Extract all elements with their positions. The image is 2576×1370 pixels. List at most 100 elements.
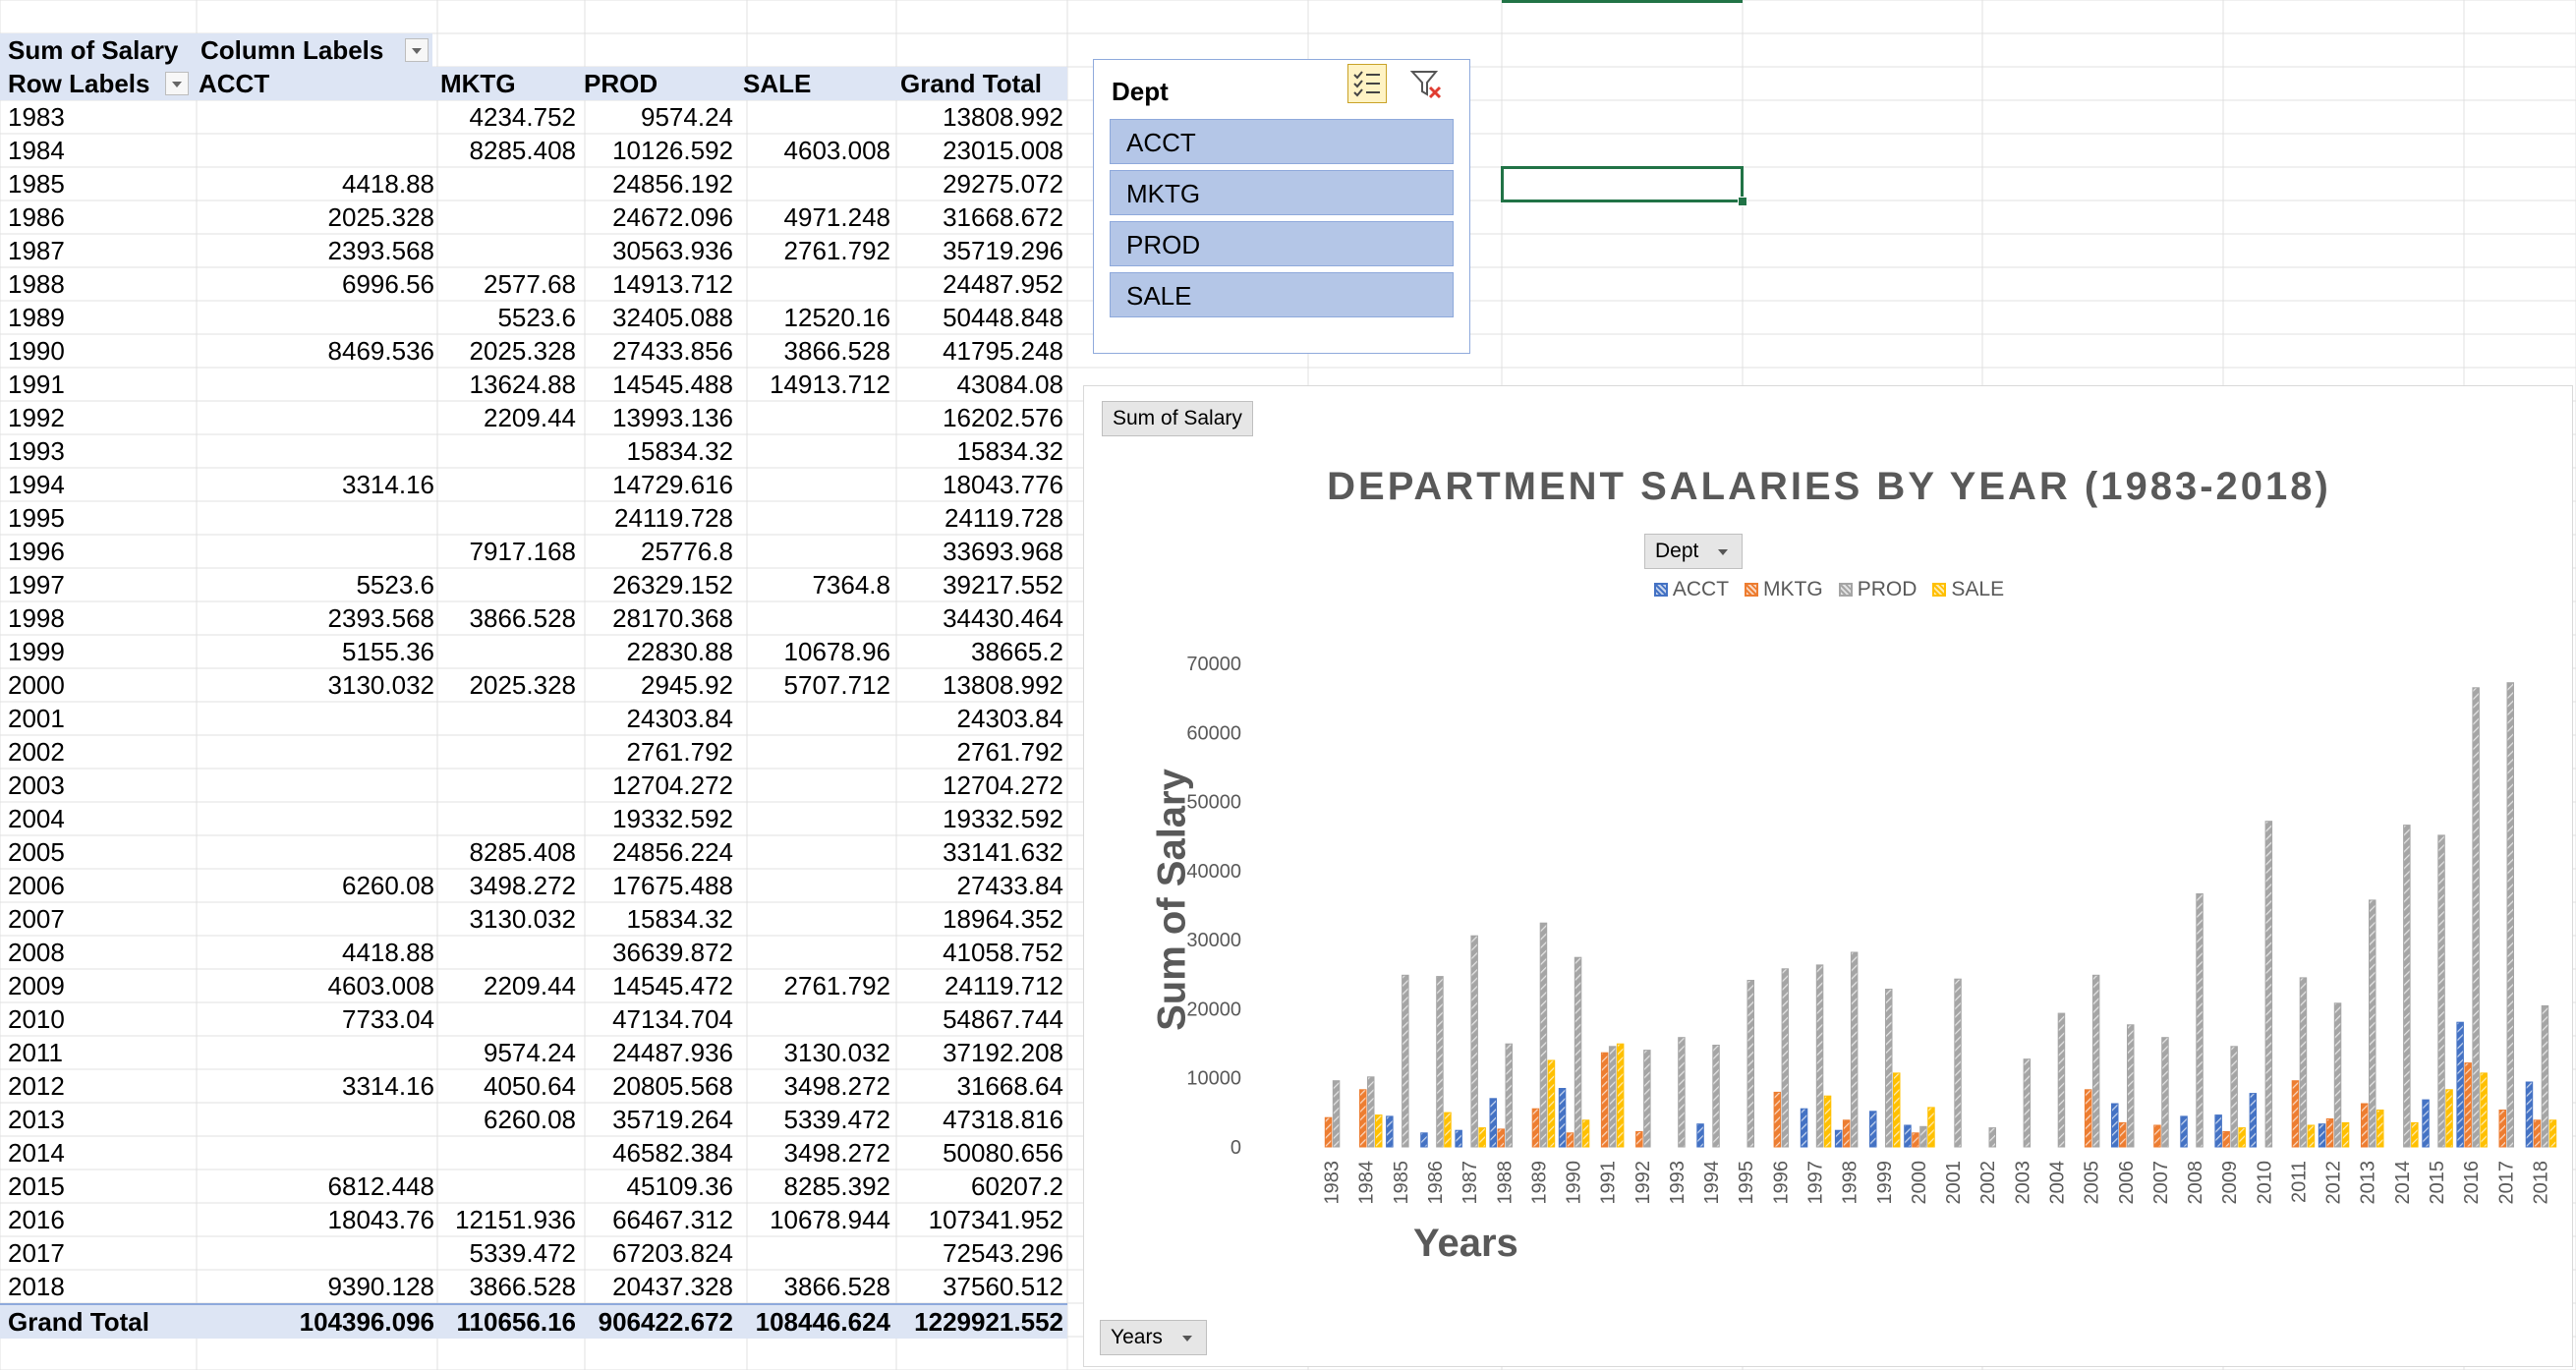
pivot-cell-sale[interactable]: 3866.528 [783, 336, 890, 366]
pivot-row[interactable]: 2007 3130.032 15834.32 18964.352 [0, 902, 1067, 936]
row-labels-dropdown-icon[interactable] [165, 72, 189, 95]
bar-prod-2006[interactable] [2127, 1024, 2135, 1148]
pivot-cell-prod[interactable]: 15834.32 [626, 904, 733, 934]
pivot-cell-total[interactable]: 41795.248 [943, 336, 1063, 366]
pivot-cell-total[interactable]: 31668.64 [956, 1071, 1063, 1101]
bar-mktg-1996[interactable] [1773, 1091, 1782, 1148]
pivot-cell-mktg[interactable]: 2025.328 [469, 670, 576, 700]
bar-mktg-2005[interactable] [2084, 1089, 2092, 1148]
active-cell[interactable] [1501, 166, 1744, 202]
pivot-cell-mktg[interactable]: 3866.528 [469, 603, 576, 633]
bar-prod-2010[interactable] [2264, 821, 2273, 1148]
pivot-row-year[interactable]: 2015 [8, 1171, 65, 1201]
pivot-row-year[interactable]: 1986 [8, 202, 65, 232]
bar-prod-2008[interactable] [2196, 893, 2204, 1148]
bar-prod-1983[interactable] [1332, 1080, 1341, 1148]
pivot-cell-acct[interactable]: 18043.76 [327, 1205, 434, 1234]
pivot-cell-mktg[interactable]: 13624.88 [469, 370, 576, 399]
pivot-cell-mktg[interactable]: 3498.272 [469, 871, 576, 900]
bar-prod-2014[interactable] [2403, 825, 2411, 1148]
pivot-row-year[interactable]: 1997 [8, 570, 65, 599]
pivot-cell-total[interactable]: 33693.968 [943, 537, 1063, 566]
pivot-row-year[interactable]: 2009 [8, 971, 65, 1000]
pivot-row-year[interactable]: 1992 [8, 403, 65, 432]
bar-prod-2012[interactable] [2333, 1002, 2342, 1148]
bar-sale-1987[interactable] [1478, 1127, 1486, 1148]
bar-mktg-2012[interactable] [2325, 1118, 2334, 1148]
pivot-row[interactable]: 1996 7917.168 25776.8 33693.968 [0, 535, 1067, 568]
pivot-cell-total[interactable]: 43084.08 [956, 370, 1063, 399]
pivot-cell-sale[interactable]: 8285.392 [783, 1171, 890, 1201]
pivot-cell-acct[interactable]: 5523.6 [356, 570, 434, 599]
pivot-cell-sale[interactable]: 12520.16 [783, 303, 890, 332]
bar-sale-1984[interactable] [1375, 1114, 1383, 1148]
pivot-row-year[interactable]: 2005 [8, 837, 65, 867]
pivot-cell-prod[interactable]: 24119.728 [614, 503, 733, 533]
pivot-cell-sale[interactable]: 4971.248 [783, 202, 890, 232]
bar-sale-2014[interactable] [2411, 1121, 2419, 1148]
pivot-row[interactable]: 2002 2761.792 2761.792 [0, 735, 1067, 769]
pivot-row-year[interactable]: 1985 [8, 169, 65, 199]
pivot-cell-prod[interactable]: 14545.488 [612, 370, 733, 399]
pivot-cell-total[interactable]: 27433.84 [956, 871, 1063, 900]
pivot-row[interactable]: 2016 18043.76 12151.936 66467.312 10678.944 1… [0, 1203, 1067, 1236]
bar-prod-1986[interactable] [1436, 976, 1444, 1148]
pivot-cell-prod[interactable]: 35719.264 [612, 1105, 733, 1134]
bar-prod-1989[interactable] [1539, 922, 1548, 1148]
pivot-cell-total[interactable]: 16202.576 [943, 403, 1063, 432]
bar-sale-1990[interactable] [1581, 1119, 1590, 1148]
pivot-cell-total[interactable]: 38665.2 [971, 637, 1063, 666]
slicer-item-prod[interactable]: PROD [1110, 221, 1454, 266]
pivot-cell-prod[interactable]: 67203.824 [612, 1238, 733, 1268]
bar-prod-1987[interactable] [1470, 935, 1478, 1148]
bar-acct-1987[interactable] [1455, 1129, 1462, 1148]
slicer-item-sale[interactable]: SALE [1110, 272, 1454, 317]
pivot-cell-mktg[interactable]: 6260.08 [484, 1105, 576, 1134]
pivot-row[interactable]: 2011 9574.24 24487.936 3130.032 37192.208 [0, 1036, 1067, 1069]
pivot-row[interactable]: 2000 3130.032 2025.328 2945.92 5707.712 13808… [0, 668, 1067, 702]
bar-prod-2011[interactable] [2299, 977, 2308, 1148]
pivot-cell-sale[interactable]: 2761.792 [783, 236, 890, 265]
bar-acct-1990[interactable] [1558, 1088, 1567, 1148]
pivot-cell-prod[interactable]: 66467.312 [612, 1205, 733, 1234]
pivot-row[interactable]: 1999 5155.36 22830.88 10678.96 38665.2 [0, 635, 1067, 668]
pivot-cell-prod[interactable]: 27433.856 [612, 336, 733, 366]
pivot-row[interactable]: 1993 15834.32 15834.32 [0, 434, 1067, 468]
bar-sale-1999[interactable] [1893, 1072, 1901, 1148]
pivot-cell-prod[interactable]: 26329.152 [612, 570, 733, 599]
value-field-button[interactable]: Sum of Salary [1102, 401, 1253, 436]
pivot-row-year[interactable]: 1998 [8, 603, 65, 633]
pivot-row[interactable]: 1986 2025.328 24672.096 4971.248 31668.672 [0, 200, 1067, 234]
pivot-row[interactable]: 1985 4418.88 24856.192 29275.072 [0, 167, 1067, 200]
clear-filter-icon[interactable] [1406, 64, 1446, 103]
pivot-cell-total[interactable]: 50448.848 [943, 303, 1063, 332]
pivot-row-year[interactable]: 2003 [8, 771, 65, 800]
pivot-cell-total[interactable]: 2761.792 [956, 737, 1063, 767]
bar-acct-2006[interactable] [2111, 1103, 2119, 1148]
bar-acct-2008[interactable] [2180, 1115, 2188, 1148]
pivot-row-year[interactable]: 1993 [8, 436, 65, 466]
pivot-cell-sale[interactable]: 3130.032 [783, 1038, 890, 1067]
pivot-cell-acct[interactable]: 5155.36 [342, 637, 434, 666]
pivot-cell-sale[interactable]: 10678.944 [770, 1205, 890, 1234]
pivot-cell-acct[interactable]: 4418.88 [342, 169, 434, 199]
pivot-cell-prod[interactable]: 2761.792 [626, 737, 733, 767]
pivot-row[interactable]: 1983 4234.752 9574.24 13808.992 [0, 100, 1067, 134]
pivot-cell-mktg[interactable]: 7917.168 [469, 537, 576, 566]
pivot-row-year[interactable]: 2012 [8, 1071, 65, 1101]
bar-acct-1999[interactable] [1869, 1111, 1877, 1148]
pivot-row[interactable]: 2006 6260.08 3498.272 17675.488 27433.84 [0, 869, 1067, 902]
bar-mktg-2016[interactable] [2464, 1062, 2472, 1148]
pivot-cell-acct[interactable]: 3314.16 [342, 470, 434, 499]
pivot-row-year[interactable]: 2002 [8, 737, 65, 767]
pivot-cell-mktg[interactable]: 5523.6 [497, 303, 576, 332]
bar-prod-1991[interactable] [1608, 1046, 1617, 1148]
pivot-cell-prod[interactable]: 22830.88 [626, 637, 733, 666]
pivot-cell-total[interactable]: 29275.072 [943, 169, 1063, 199]
bar-mktg-1991[interactable] [1600, 1052, 1609, 1148]
bar-prod-2016[interactable] [2472, 687, 2480, 1148]
bar-mktg-2007[interactable] [2153, 1124, 2161, 1148]
bar-prod-1998[interactable] [1850, 951, 1859, 1148]
pivot-row-year[interactable]: 1987 [8, 236, 65, 265]
bar-mktg-2017[interactable] [2498, 1110, 2506, 1148]
